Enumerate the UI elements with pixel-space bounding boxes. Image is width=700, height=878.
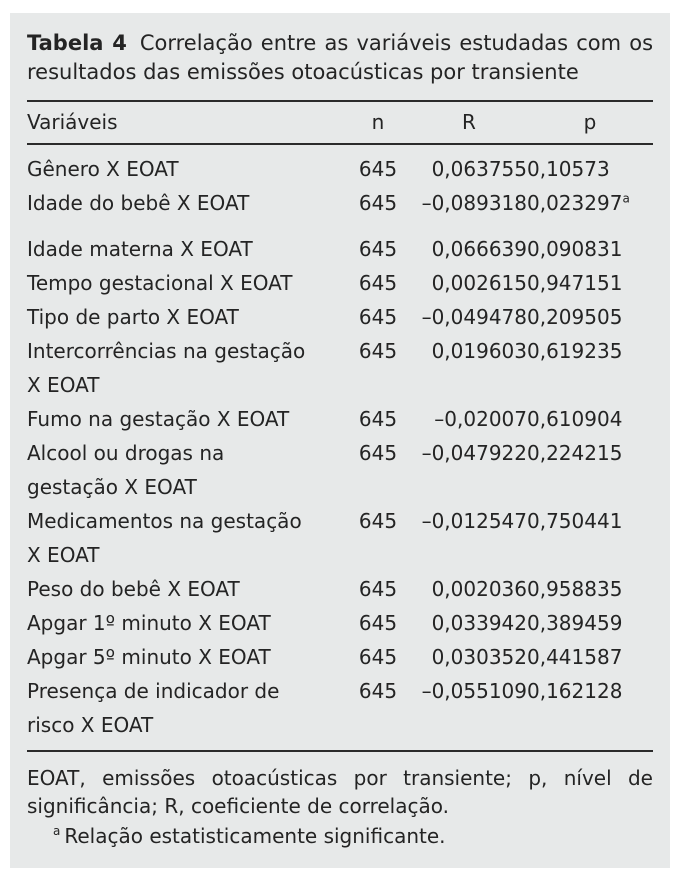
table-row: Apgar 1º minuto X EOAT 645 0,033942 0,38945… bbox=[27, 606, 653, 640]
cell-n: 645 bbox=[358, 610, 398, 635]
cell-p: 0,224215 bbox=[527, 440, 623, 465]
cell-name: Apgar 5º minuto X EOAT bbox=[27, 644, 271, 669]
cell-p: 0,619235 bbox=[527, 338, 623, 363]
cell-name: Idade materna X EOAT bbox=[27, 236, 253, 261]
cell-n: 645 bbox=[358, 338, 398, 363]
cell-r: –0,012547 bbox=[421, 508, 527, 533]
table-row: Alcool ou drogas na gestação X EOAT 645 –0… bbox=[27, 436, 653, 504]
table-header: Variáveis n R p bbox=[27, 99, 653, 145]
footnote-marker: a bbox=[53, 824, 61, 839]
table-row: Tempo gestacional X EOAT 645 0,002615 0,947… bbox=[27, 266, 653, 300]
cell-p: 0,209505 bbox=[527, 304, 623, 329]
significance-note: a Relação estatisticamente significante. bbox=[27, 822, 653, 850]
cell-name: Presença de indicador de risco X EOAT bbox=[27, 678, 280, 737]
table-row: Gênero X EOAT 645 0,063755 0,10573 bbox=[27, 144, 653, 186]
cell-r: –0,049478 bbox=[421, 304, 527, 329]
table-row: Idade do bebê X EOAT 645 –0,089318 0,023297… bbox=[27, 186, 653, 232]
cell-r: –0,047922 bbox=[421, 440, 527, 465]
cell-p: 0,10573 bbox=[527, 156, 610, 181]
table-row: Peso do bebê X EOAT 645 0,002036 0,958835 bbox=[27, 572, 653, 606]
correlation-table: Variáveis n R p Gênero X EOAT 645 0,063755… bbox=[27, 99, 653, 752]
table-panel: Tabela 4 Correlação entre as variáveis es… bbox=[10, 13, 670, 868]
table-footnotes: EOAT, emissões otoacústicas por transien… bbox=[27, 764, 653, 850]
cell-r: 0,019603 bbox=[431, 338, 527, 363]
significance-note-text: Relação estatisticamente significante. bbox=[64, 823, 446, 848]
significance-superscript: a bbox=[622, 191, 630, 206]
column-header-variaveis: Variáveis bbox=[27, 99, 345, 145]
table-title: Tabela 4 Correlação entre as variáveis es… bbox=[27, 29, 653, 88]
cell-p: 0,750441 bbox=[527, 508, 623, 533]
cell-r: 0,030352 bbox=[431, 644, 527, 669]
column-header-p: p bbox=[527, 99, 653, 145]
cell-r: –0,02007 bbox=[434, 406, 527, 431]
cell-r: 0,033942 bbox=[431, 610, 527, 635]
table-row: Idade materna X EOAT 645 0,066639 0,090831 bbox=[27, 232, 653, 266]
cell-n: 645 bbox=[358, 678, 398, 703]
cell-n: 645 bbox=[358, 304, 398, 329]
abbreviations-note: EOAT, emissões otoacústicas por transien… bbox=[27, 765, 653, 818]
cell-p: 0,090831 bbox=[527, 236, 623, 261]
table-row: Medicamentos na gestação X EOAT 645 –0,012… bbox=[27, 504, 653, 572]
cell-name: Apgar 1º minuto X EOAT bbox=[27, 610, 271, 635]
cell-r: –0,055109 bbox=[421, 678, 527, 703]
cell-p: 0,441587 bbox=[527, 644, 623, 669]
column-header-r: R bbox=[411, 99, 527, 145]
cell-p: 0,162128 bbox=[527, 678, 623, 703]
cell-p: 0,389459 bbox=[527, 610, 623, 635]
cell-r: 0,066639 bbox=[431, 236, 527, 261]
cell-n: 645 bbox=[358, 236, 398, 261]
cell-name: Tempo gestacional X EOAT bbox=[27, 270, 293, 295]
cell-n: 645 bbox=[358, 508, 398, 533]
cell-r: –0,089318 bbox=[421, 190, 527, 215]
cell-name: Tipo de parto X EOAT bbox=[27, 304, 239, 329]
cell-p: 0,023297a bbox=[527, 190, 630, 215]
cell-n: 645 bbox=[358, 270, 398, 295]
table-body: Gênero X EOAT 645 0,063755 0,10573 Idade do … bbox=[27, 144, 653, 751]
cell-r: 0,063755 bbox=[431, 156, 527, 181]
cell-n: 645 bbox=[358, 440, 398, 465]
table-row: Presença de indicador de risco X EOAT 645… bbox=[27, 674, 653, 751]
cell-p: 0,610904 bbox=[527, 406, 623, 431]
cell-n: 645 bbox=[358, 156, 398, 181]
cell-name: Idade do bebê X EOAT bbox=[27, 190, 250, 215]
cell-name: Gênero X EOAT bbox=[27, 156, 179, 181]
cell-name: Intercorrências na gestação X EOAT bbox=[27, 338, 306, 397]
cell-name: Medicamentos na gestação X EOAT bbox=[27, 508, 302, 567]
table-number-label: Tabela 4 bbox=[27, 31, 127, 55]
table-title-text: Correlação entre as variáveis estudadas … bbox=[27, 31, 654, 85]
cell-r: 0,002036 bbox=[431, 576, 527, 601]
header-row: Variáveis n R p bbox=[27, 99, 653, 145]
cell-n: 645 bbox=[358, 576, 398, 601]
column-header-n: n bbox=[345, 99, 411, 145]
cell-p: 0,958835 bbox=[527, 576, 623, 601]
table-row: Fumo na gestação X EOAT 645 –0,02007 0,6109… bbox=[27, 402, 653, 436]
cell-n: 645 bbox=[358, 644, 398, 669]
cell-n: 645 bbox=[358, 406, 398, 431]
cell-n: 645 bbox=[358, 190, 398, 215]
cell-name: Fumo na gestação X EOAT bbox=[27, 406, 290, 431]
cell-name: Alcool ou drogas na gestação X EOAT bbox=[27, 440, 225, 499]
table-row: Intercorrências na gestação X EOAT 645 0,0… bbox=[27, 334, 653, 402]
table-row: Tipo de parto X EOAT 645 –0,049478 0,209505 bbox=[27, 300, 653, 334]
cell-p: 0,947151 bbox=[527, 270, 623, 295]
cell-name: Peso do bebê X EOAT bbox=[27, 576, 240, 601]
table-row: Apgar 5º minuto X EOAT 645 0,030352 0,44158… bbox=[27, 640, 653, 674]
cell-r: 0,002615 bbox=[431, 270, 527, 295]
